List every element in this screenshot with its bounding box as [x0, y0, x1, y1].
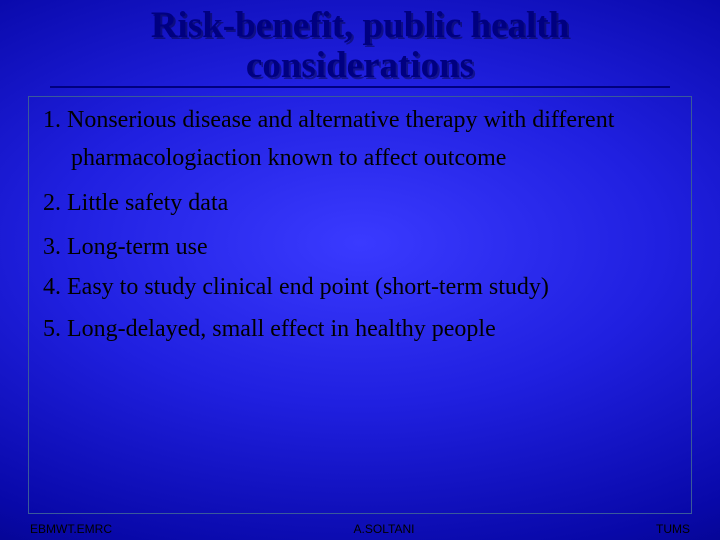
footer-center: A.SOLTANI: [354, 522, 415, 536]
footer-left: EBMWT.EMRC: [30, 522, 112, 536]
item-text: Long-delayed, small effect in healthy pe…: [67, 316, 496, 342]
item-text: Nonserious disease and alternative thera…: [67, 107, 614, 171]
item-text: Easy to study clinical end point (short-…: [67, 274, 549, 300]
slide: Risk-benefit, public health consideratio…: [0, 0, 720, 540]
item-number: 5.: [43, 316, 61, 342]
item-text: Long-term use: [67, 234, 208, 260]
list-item: 3. Long-term use: [37, 228, 683, 266]
slide-title: Risk-benefit, public health consideratio…: [50, 0, 670, 88]
item-number: 4.: [43, 274, 61, 300]
list-item: 5. Long-delayed, small effect in healthy…: [37, 310, 683, 348]
content-box: 1. Nonserious disease and alternative th…: [28, 96, 692, 514]
item-number: 3.: [43, 234, 61, 260]
list-item: 1. Nonserious disease and alternative th…: [37, 101, 683, 178]
item-number: 2.: [43, 190, 61, 216]
list-item: 4. Easy to study clinical end point (sho…: [37, 272, 683, 302]
item-number: 1.: [43, 107, 61, 133]
footer-right: TUMS: [656, 522, 690, 536]
title-line-2: considerations: [246, 45, 474, 86]
title-line-1: Risk-benefit, public health: [151, 5, 569, 46]
footer: EBMWT.EMRC A.SOLTANI TUMS: [0, 522, 720, 536]
list-item: 2. Little safety data: [37, 184, 683, 222]
item-text: Little safety data: [67, 190, 228, 216]
